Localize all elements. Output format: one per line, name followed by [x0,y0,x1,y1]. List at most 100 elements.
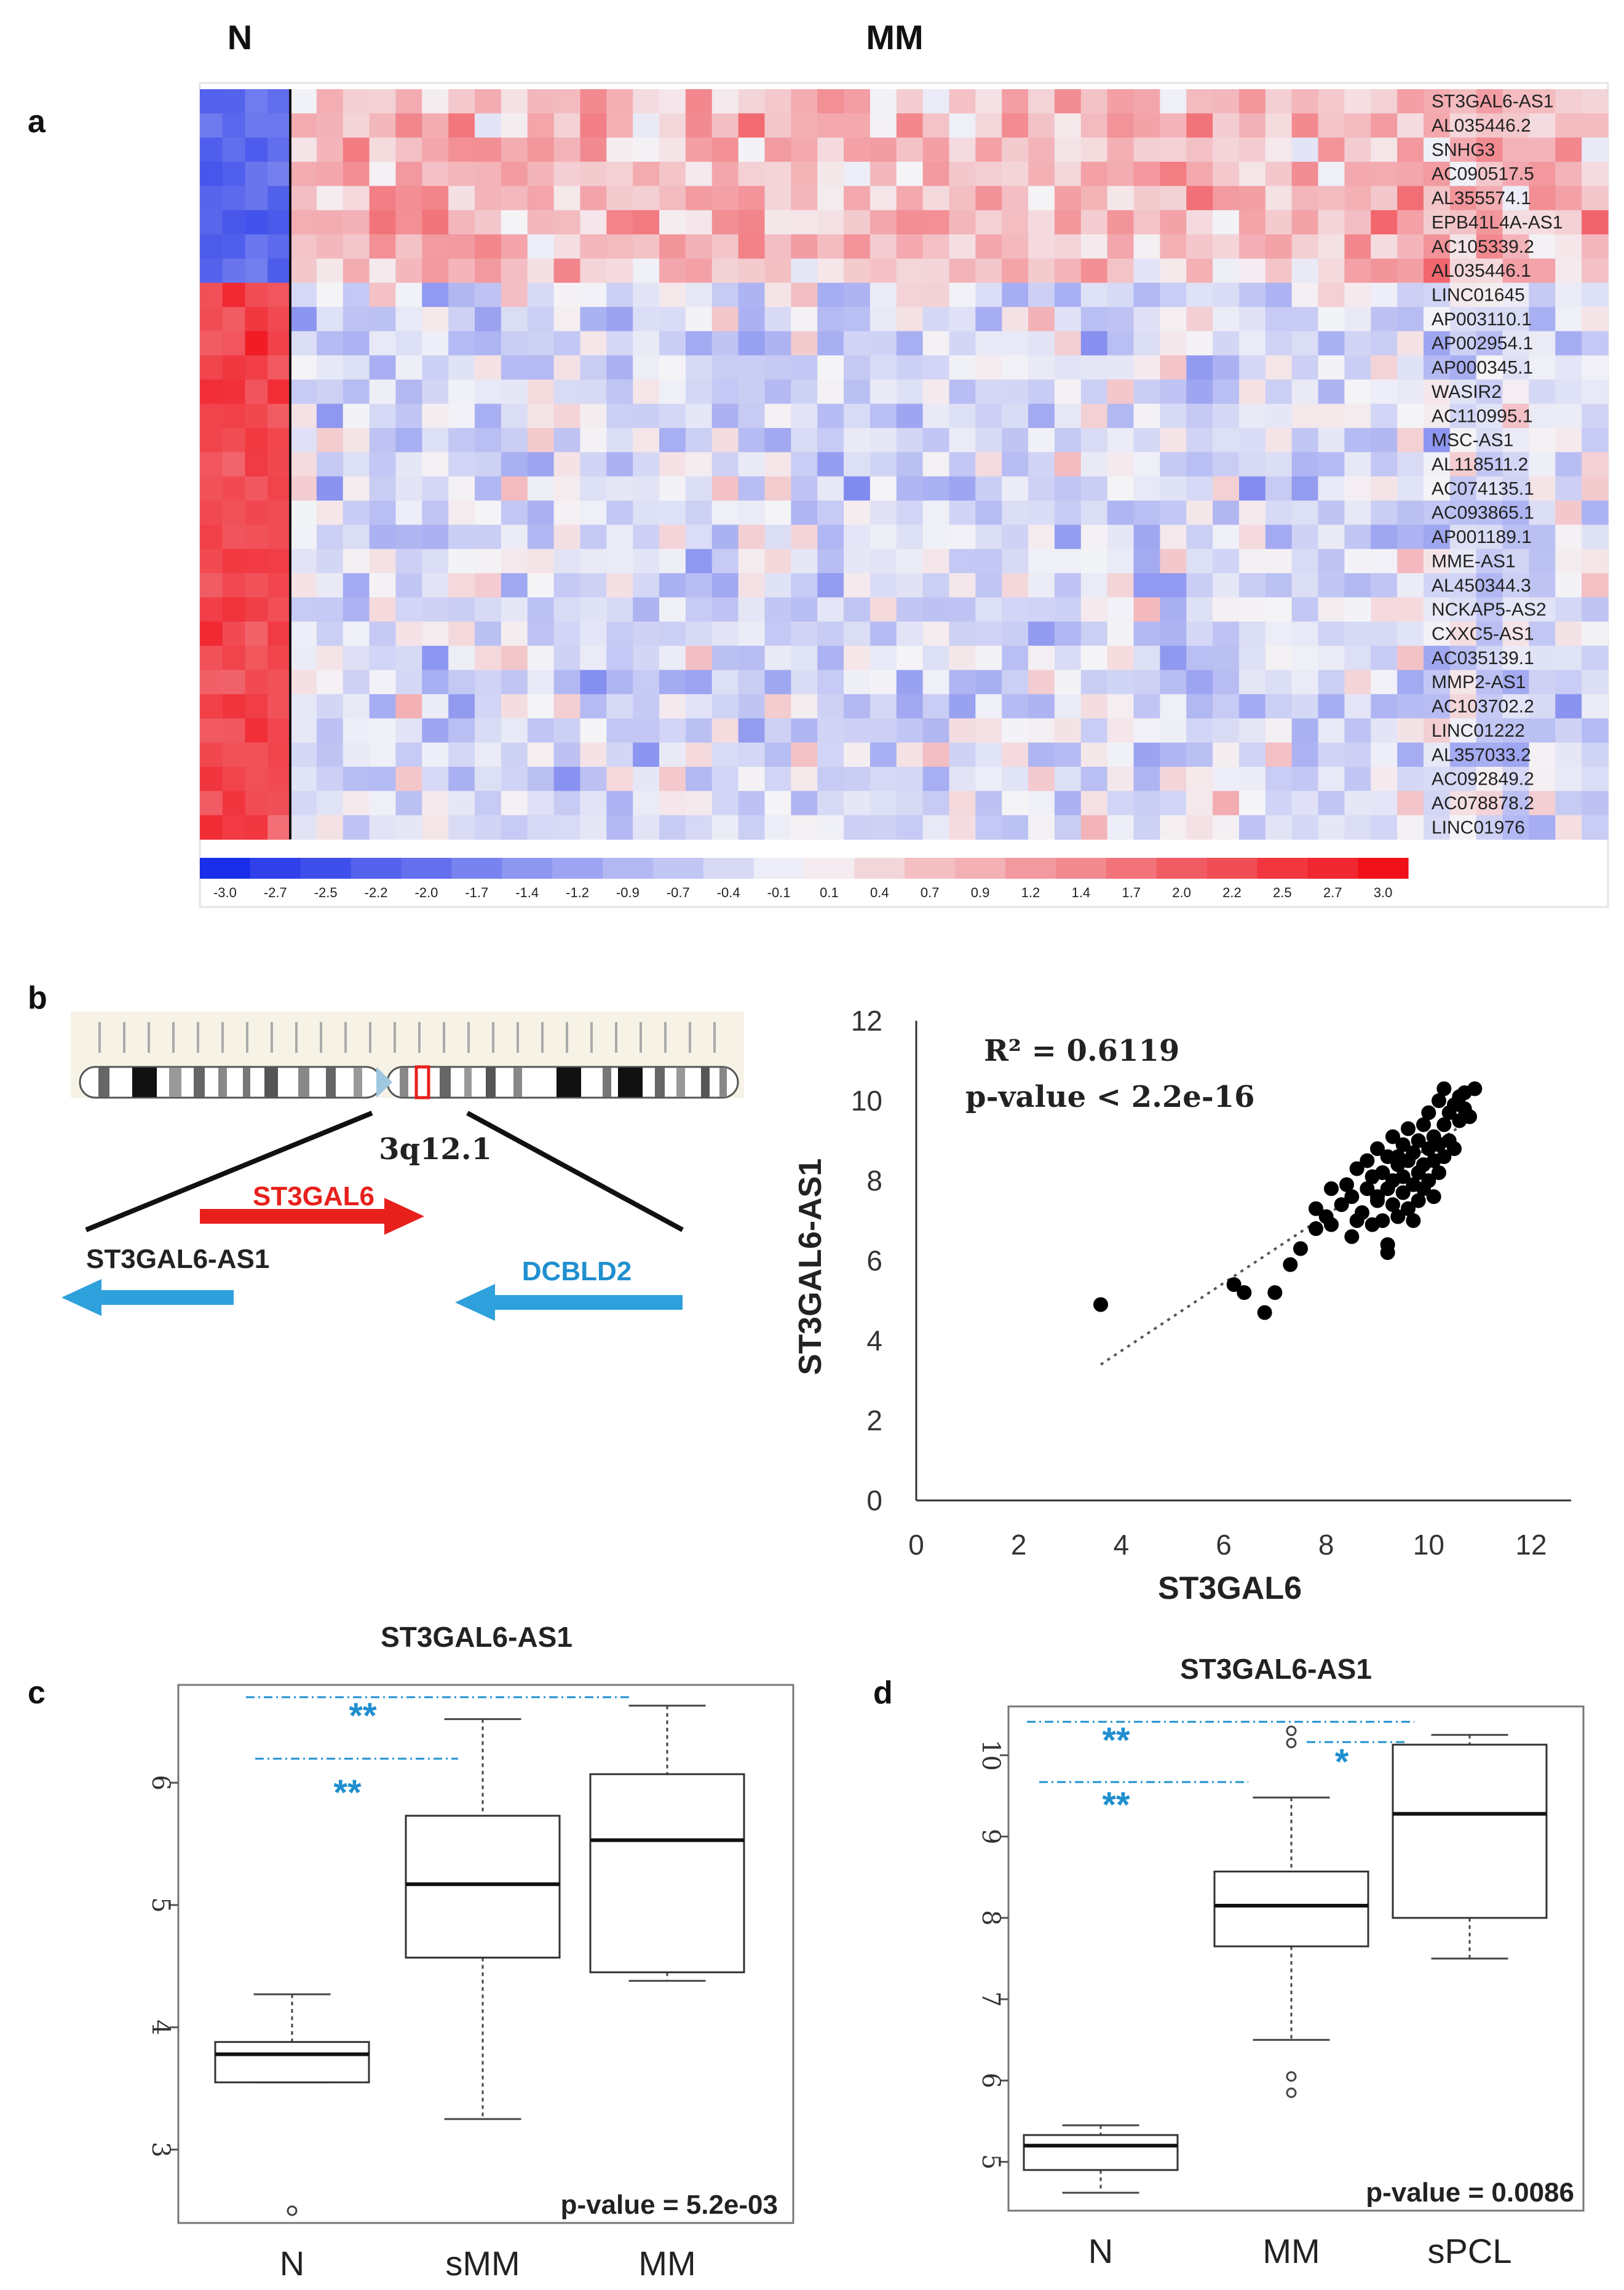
heatmap-cell [685,670,713,695]
heatmap-cell [1080,258,1108,283]
heatmap-cell [1291,307,1319,332]
heatmap-cell [1397,186,1424,211]
heatmap-cell [1107,573,1135,598]
heatmap-cell [949,573,976,598]
heatmap-cell [1028,597,1055,622]
heatmap-cell [1265,210,1293,235]
box-outlier [1286,1738,1297,1749]
heatmap-cell [553,186,581,211]
heatmap-cell [501,282,528,307]
heatmap-cell [200,573,223,598]
box-y-tick-label: 6 [146,1775,175,1790]
heatmap-cell [1476,718,1503,743]
heatmap-cell [1265,282,1293,307]
heatmap-cell [222,210,246,235]
heatmap-cell [316,186,344,211]
heatmap-cell [633,403,660,429]
heatmap-cell [1002,355,1029,380]
chromosome-p-arm [79,1066,382,1099]
heatmap-cell [1397,137,1424,162]
heatmap-cell [527,646,555,671]
heatmap-cell [738,137,766,162]
heatmap-cell [1080,525,1108,550]
heatmap-cell [817,427,844,453]
box-iqr [589,1773,745,1973]
heatmap-cell [316,549,344,574]
heatmap-cell [580,234,607,260]
locus-label: 3q12.1 [379,1132,492,1167]
heatmap-cell [267,186,291,211]
heatmap-cell [200,549,223,574]
heatmap-cell [245,694,268,719]
heatmap-cell [1397,210,1424,235]
heatmap-cell [685,234,713,260]
heatmap-cell [1502,766,1530,791]
heatmap-cell [922,694,950,719]
colorbar-tick-label: 2.7 [1323,885,1342,900]
heatmap-cell [1028,501,1055,525]
scatter-point [1257,1305,1272,1320]
heatmap-cell [369,234,397,260]
heatmap-cell [817,573,844,598]
heatmap-cell [1186,331,1213,356]
heatmap-cell [580,573,607,598]
heatmap-cell [659,234,686,260]
heatmap-cell [922,621,950,646]
heatmap-cell [633,791,660,816]
heatmap-cell [1186,742,1213,767]
heatmap-cell [1238,597,1266,622]
heatmap-cell [245,355,268,380]
ideogram-band [513,1068,522,1097]
scatter-point [1267,1285,1283,1300]
heatmap-cell [1318,742,1345,767]
heatmap-cell [316,573,344,598]
heatmap-cell [1186,646,1213,671]
heatmap-cell [1397,355,1424,380]
heatmap-cell [764,403,791,429]
heatmap-cell [1529,452,1556,477]
heatmap-cell [896,403,924,429]
heatmap-cell [245,186,268,211]
heatmap-cell [1449,815,1477,840]
heatmap-cell [1186,258,1213,283]
heatmap-cell [869,282,897,307]
heatmap-cell [844,742,871,767]
heatmap-cell [1449,694,1477,719]
heatmap-cell [791,573,818,598]
heatmap-cell [685,815,713,840]
heatmap-cell [290,670,317,695]
heatmap-cell [685,573,713,598]
heatmap-cell [527,355,555,380]
heatmap-cell [817,162,844,187]
heatmap-cell [1054,403,1082,429]
heatmap-cell [1397,791,1424,816]
heatmap-cell [395,258,422,283]
heatmap-cell [764,742,791,767]
heatmap-cell [1344,282,1371,307]
heatmap-cell [1133,307,1160,332]
heatmap-cell [1080,307,1108,332]
heatmap-cell [791,766,818,791]
heatmap-cell [975,670,1002,695]
heatmap-cell [316,621,344,646]
heatmap-cell [553,403,581,429]
heatmap-cell [975,89,1002,114]
heatmap-cell [1344,791,1371,816]
heatmap-cell [580,186,607,211]
heatmap-cell [1291,646,1319,671]
heatmap-cell [1107,379,1135,405]
heatmap-cell [1028,815,1055,840]
heatmap-cell [1397,621,1424,646]
heatmap-cell [738,186,766,211]
heatmap-cell [448,621,475,646]
locus-highlight [414,1065,430,1099]
heatmap-cell [844,573,871,598]
heatmap-cell [369,137,397,162]
heatmap-cell [606,815,633,840]
heatmap-cell [1529,501,1556,525]
heatmap-cell [1371,379,1398,405]
heatmap-cell [896,646,924,671]
colorbar-tick-label: -2.0 [414,885,438,900]
heatmap-cell [1529,815,1556,840]
heatmap-cell [200,282,223,307]
